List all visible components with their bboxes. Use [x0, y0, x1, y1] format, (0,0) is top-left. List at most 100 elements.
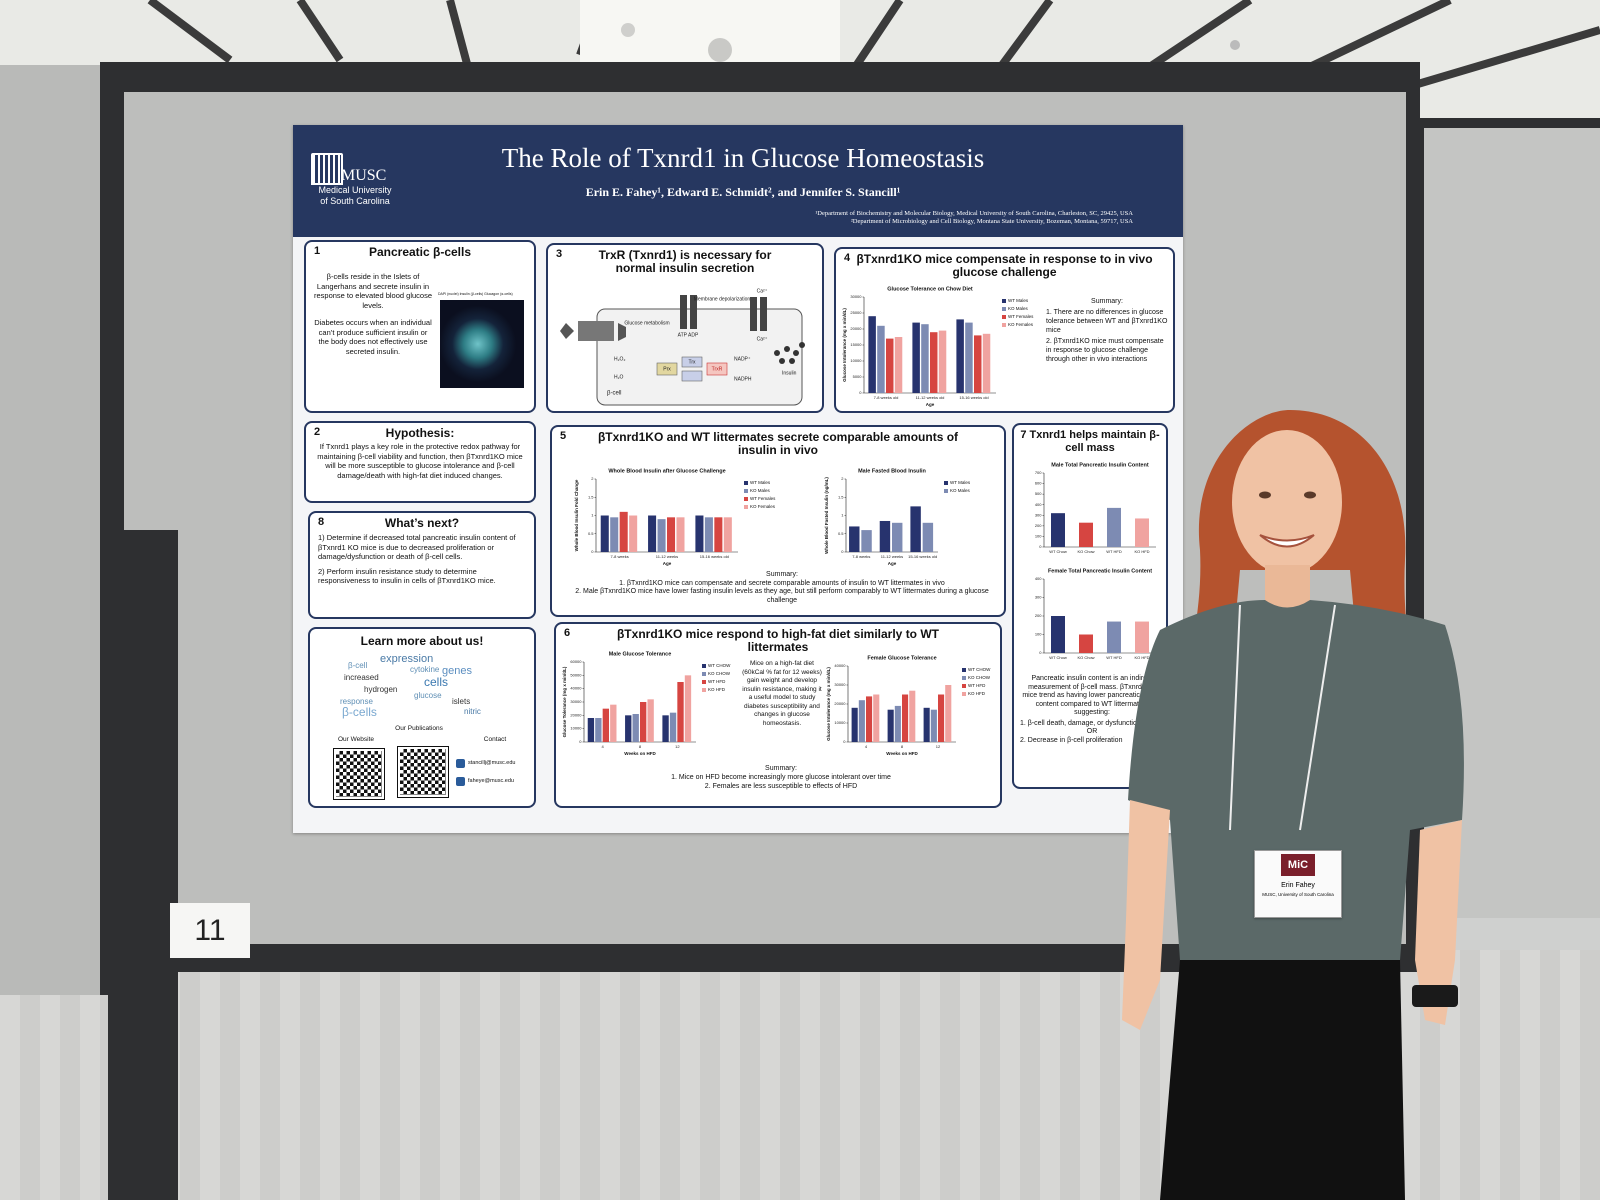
logo-name: MUSC: [341, 167, 387, 184]
chart: Female Glucose Tolerance 0 10000 20000 30000…: [826, 655, 991, 756]
mail-icon: [456, 777, 465, 786]
list-item: OR: [1086, 728, 1098, 735]
legend-label: KO Males: [750, 488, 771, 493]
section-text: β-cells reside in the Islets of Langerha…: [314, 272, 432, 356]
x-tick-label: 7-8 weeks old: [874, 395, 899, 400]
diagram-label: Ca²⁺: [757, 336, 768, 342]
x-tick-label: 4: [865, 744, 868, 749]
word-cloud: expression β-cell cytokine genes increas…: [340, 653, 510, 723]
y-tick-label: 1: [841, 513, 844, 518]
y-tick-label: 25000: [850, 310, 862, 315]
legend-swatch: [962, 692, 966, 696]
list-item: 1. β-cell death, damage, or dysfunction: [1020, 719, 1141, 727]
chart-title: Male Glucose Tolerance: [609, 651, 672, 657]
word: cells: [424, 675, 449, 689]
bar: [921, 324, 929, 393]
x-tick-label: 12: [675, 744, 680, 749]
x-tick-label: WT Chow: [1049, 549, 1067, 554]
y-axis-label: Glucose Tolerance (mg x min/dL): [562, 666, 567, 737]
y-tick-label: 0: [841, 549, 844, 554]
x-tick-label: 11-12 weeks: [881, 554, 903, 559]
y-tick-label: 0: [579, 739, 582, 744]
section-heading: Pancreatic β-cells: [368, 245, 472, 259]
section-4: 4 βTxnrd1KO mice compensate in response …: [834, 247, 1175, 413]
y-tick-label: 100: [1035, 632, 1042, 637]
diagram-label: β-cell: [607, 391, 621, 397]
y-tick-label: 0: [1039, 544, 1042, 549]
chart: Male Fasted Blood Insulin 0 0.5 1 1.5 2 Whole …: [824, 468, 971, 566]
bar: [632, 714, 639, 742]
diagram-label: H₂O₂: [614, 356, 625, 362]
section-text: Pancreatic insulin content is an indirec…: [1020, 675, 1164, 745]
list-item: 2) Perform insulin resistance study to d…: [318, 566, 496, 586]
chart-title: Male Total Pancreatic Insulin Content: [1051, 462, 1149, 468]
summary-title: Summary:: [1091, 298, 1123, 305]
bar: [684, 675, 692, 742]
y-tick-label: 0.5: [838, 531, 844, 536]
publications-label: Our Publications: [395, 725, 443, 732]
x-tick-label: 11-12 weeks old: [916, 395, 945, 400]
legend-swatch: [744, 481, 748, 485]
affiliations: ¹Department of Biochemistry and Molecula…: [493, 210, 1133, 226]
bar: [873, 694, 880, 742]
bar: [648, 515, 657, 552]
bar: [930, 709, 937, 742]
bar: [902, 694, 909, 742]
summary-title: Summary:: [766, 571, 798, 578]
legend-swatch: [744, 505, 748, 509]
legend-swatch: [962, 676, 966, 680]
section-number: 1: [314, 245, 321, 257]
bar: [595, 718, 602, 742]
y-tick-label: 0: [1039, 650, 1042, 655]
bar: [629, 515, 638, 552]
word: response: [340, 697, 373, 706]
y-tick-label: 10000: [834, 720, 846, 725]
legend-label: KO Males: [950, 488, 971, 493]
bar: [894, 705, 901, 742]
y-tick-label: 0: [591, 549, 594, 554]
y-tick-label: 200: [1035, 523, 1042, 528]
legend-label: WT Females: [750, 496, 776, 501]
bar: [930, 332, 938, 393]
section-heading: What’s next?: [384, 516, 460, 530]
word: islets: [452, 697, 471, 706]
word: increased: [344, 673, 379, 682]
bar: [667, 517, 676, 552]
y-tick-label: 700: [1035, 470, 1042, 475]
section-8: 8 What’s next? 1) Determine if decreased…: [308, 511, 536, 619]
islet-image: [440, 300, 524, 388]
bar: [922, 522, 934, 552]
y-tick-label: 50000: [570, 672, 582, 677]
x-tick-label: KO Chow: [1077, 655, 1094, 660]
y-tick-label: 2: [591, 476, 594, 481]
section-number: 8: [318, 516, 325, 528]
word: cytokine: [410, 665, 440, 674]
legend-label: WT Males: [950, 480, 971, 485]
y-tick-label: 500: [1035, 491, 1042, 496]
chart-title: Male Fasted Blood Insulin: [858, 468, 926, 474]
board-leg: [108, 530, 178, 1200]
legend-swatch: [1002, 323, 1006, 327]
bar: [640, 702, 647, 742]
x-tick-label: 8: [639, 744, 642, 749]
bar: [945, 685, 952, 742]
legend-swatch: [944, 489, 948, 493]
bar: [695, 515, 704, 552]
y-tick-label: 400: [1035, 576, 1042, 581]
diagram-label: H₂O: [614, 374, 624, 380]
logo-subtitle: Medical University of South Carolina: [315, 185, 395, 207]
diagram: Glucose metabolism Membrane depolarizati…: [560, 288, 805, 406]
bar: [723, 517, 732, 552]
bar: [938, 330, 947, 393]
y-tick-label: 20000: [570, 712, 582, 717]
y-tick-label: 20000: [834, 701, 846, 706]
paragraph: Pancreatic insulin content is an indirec…: [1022, 675, 1162, 716]
chart: Male Glucose Tolerance 0 10000 20000 30000 40…: [562, 651, 731, 756]
paragraph: β-cells reside in the Islets of Langerha…: [314, 272, 433, 310]
y-tick-label: 0.5: [588, 531, 594, 536]
legend-swatch: [1002, 307, 1006, 311]
qr-code: [397, 746, 449, 798]
diagram-label: NADPH: [734, 376, 752, 382]
bar: [868, 316, 876, 393]
bar: [956, 319, 964, 393]
